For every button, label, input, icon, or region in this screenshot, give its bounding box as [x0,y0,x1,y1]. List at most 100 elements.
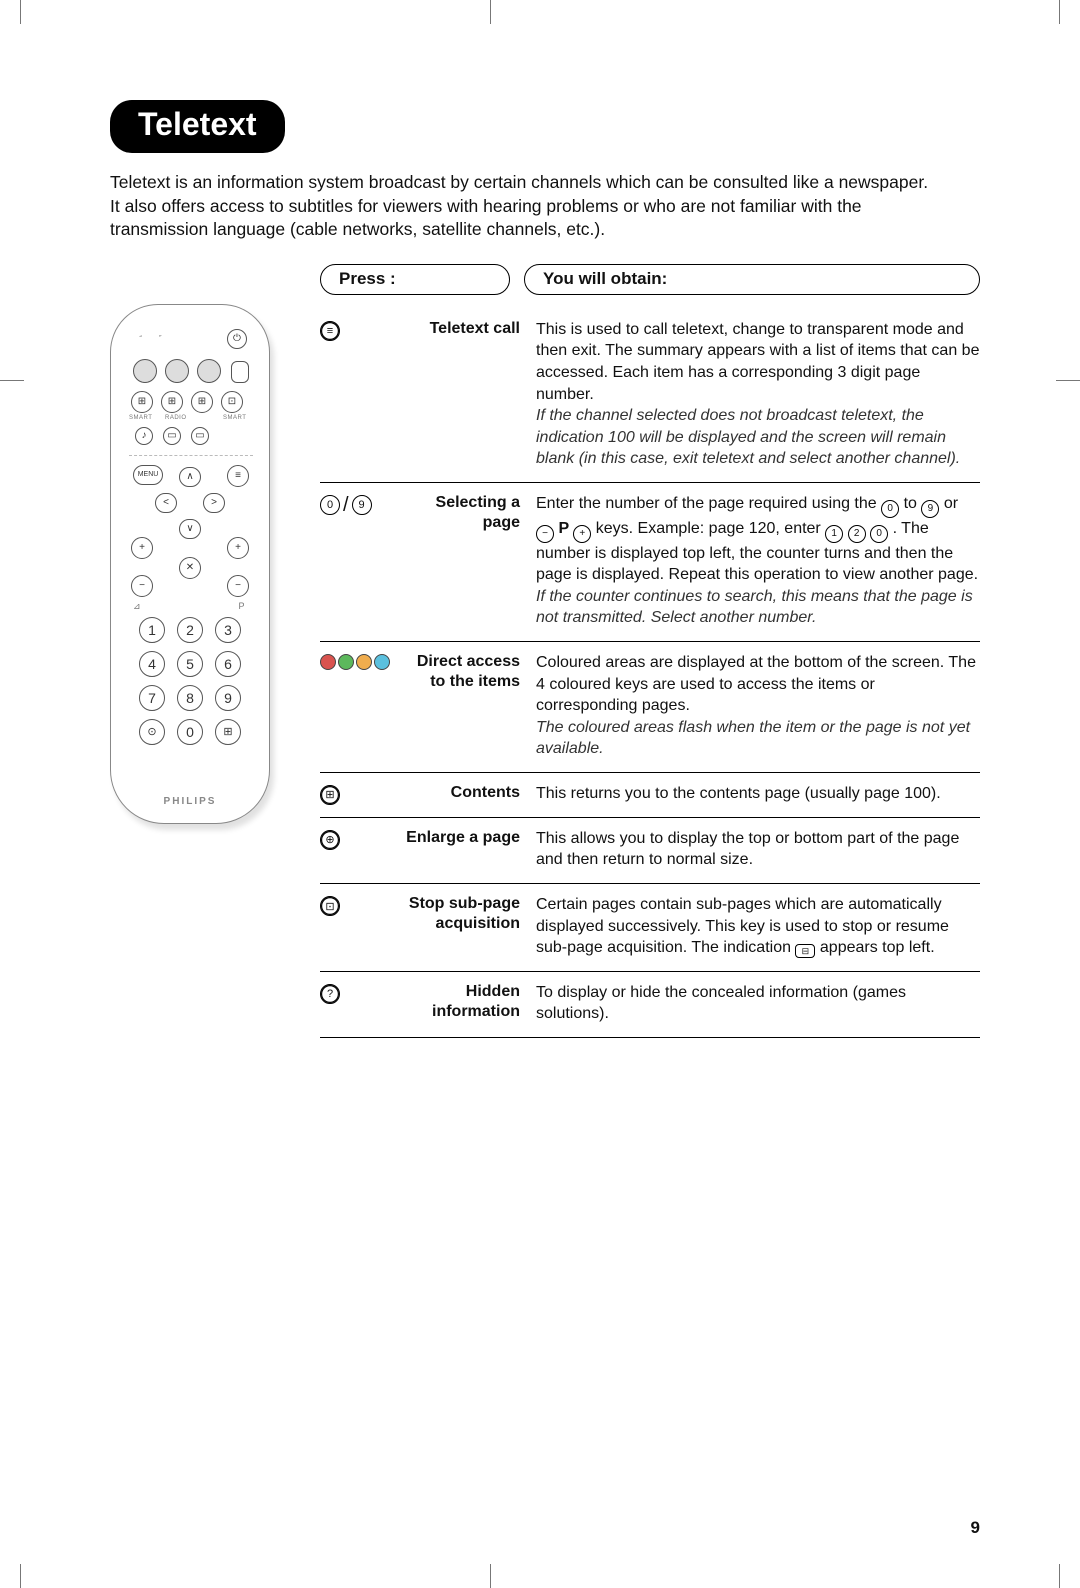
minus-icon: − [536,525,554,543]
row-description: This is used to call teletext, change to… [536,319,980,470]
desc-text: keys. Example: page 120, enter [596,520,825,537]
marker-label: ⟔ [159,333,162,340]
crop-mark [1059,1564,1060,1588]
smart-label: SMART [223,415,246,421]
desc-note: If the channel selected does not broadca… [536,407,960,467]
smart-picture-button: ⊞ [131,391,153,413]
desc-text: appears top left. [820,939,935,956]
column-headers: Press : You will obtain: [320,264,980,295]
power-button: ⏻ [227,329,247,349]
nav-right: > [203,493,225,513]
subpage-icon: ⊟ [795,944,815,958]
table-row: ⊕ Enlarge a page This allows you to disp… [320,818,980,884]
color-dot [374,654,390,670]
color-dot [356,654,372,670]
prog-down: − [227,575,249,597]
desc-text: This is used to call teletext, change to… [536,321,979,403]
row-label: Hidden information [398,982,528,1022]
desc-text: or [944,495,958,512]
desc-text: This allows you to display the top or bo… [536,830,959,869]
menu-button: MENU [133,465,163,485]
radio-label: RADIO [165,415,187,421]
desc-text: To display or hide the concealed informa… [536,984,906,1023]
smart-sound-button: ⊞ [161,391,183,413]
row-label: Direct access to the items [398,652,528,692]
grey-button [165,359,189,383]
row-icons: ⊕ [320,828,390,850]
table-row: 0 / 9 Selecting a page Enter the number … [320,483,980,642]
feature-button: ⊞ [191,391,213,413]
crop-mark [20,1564,21,1588]
numpad-6: 6 [215,651,241,677]
digit-icon: 9 [921,500,939,518]
nav-up: ∧ [179,467,201,487]
row-description: Enter the number of the page required us… [536,493,980,629]
table-row: Direct access to the items Coloured area… [320,642,980,773]
aux-button: ▭ [163,427,181,445]
row-description: This returns you to the contents page (u… [536,783,980,805]
table-row: ≡ Teletext call This is used to call tel… [320,309,980,483]
row-icons: ⊞ [320,783,390,805]
row-icons: ≡ [320,319,390,341]
numpad-4: 4 [139,651,165,677]
desc-text: to [904,495,922,512]
row-icons: ⊡ [320,894,390,916]
digit-icon: 0 [881,500,899,518]
row-icons [320,652,390,670]
digit-icon: 2 [848,525,866,543]
numpad-9: 9 [215,685,241,711]
row-label: Enlarge a page [398,828,528,848]
numpad-0: 0 [177,719,203,745]
desc-text: Coloured areas are displayed at the bott… [536,654,976,714]
nav-left: < [155,493,177,513]
numpad-3: 3 [215,617,241,643]
brand-label: PHILIPS [111,796,269,807]
crop-mark [1059,0,1060,24]
vol-down: − [131,575,153,597]
instruction-rows: ≡ Teletext call This is used to call tel… [320,309,980,1038]
desc-text: This returns you to the contents page (u… [536,785,941,802]
crop-mark [490,1564,491,1588]
numpad-2: 2 [177,617,203,643]
numpad-7: 7 [139,685,165,711]
stop-icon: ⊡ [320,896,340,916]
color-dot [320,654,336,670]
page-number: 9 [971,1518,980,1538]
row-icons: ? [320,982,390,1004]
numpad-5: 5 [177,651,203,677]
crop-mark [1056,380,1080,381]
manual-page: Teletext Teletext is an information syst… [0,0,1080,1588]
remote-illustration: ⟓ ⟔ ⏻ ⊞ ⊞ ⊞ ⊡ SMART RADIO SMART ♪ ▭ [110,264,290,824]
intro-paragraph: Teletext is an information system broadc… [110,171,930,242]
table-row: ⊞ Contents This returns you to the conte… [320,773,980,818]
row-description: To display or hide the concealed informa… [536,982,980,1025]
digit-icon: 0 [320,495,340,515]
row-label: Selecting a page [398,493,528,533]
teletext-icon: ≡ [320,321,340,341]
crop-mark [20,0,21,24]
teletext-button: ≡ [227,465,249,487]
crop-mark [490,0,491,24]
slot-button [231,361,249,383]
numpad-aux: ⊞ [215,719,241,745]
vol-up: + [131,537,153,559]
numpad-1: 1 [139,617,165,643]
table-row: ⊡ Stop sub-page acquisition Certain page… [320,884,980,972]
p-label: P [558,520,573,537]
crop-mark [0,380,24,381]
smart-label: SMART [129,415,152,421]
separator [129,455,253,456]
contents-icon: ⊞ [320,785,340,805]
row-description: Certain pages contain sub-pages which ar… [536,894,980,959]
nav-down: ∨ [179,519,201,539]
plus-icon: + [573,525,591,543]
hidden-icon: ? [320,984,340,1004]
slash: / [342,495,350,515]
desc-note: If the counter continues to search, this… [536,588,973,627]
content-row: ⟓ ⟔ ⏻ ⊞ ⊞ ⊞ ⊡ SMART RADIO SMART ♪ ▭ [110,264,980,1038]
row-label: Contents [398,783,528,803]
header-obtain: You will obtain: [524,264,980,295]
color-dot [338,654,354,670]
enlarge-icon: ⊕ [320,830,340,850]
numpad-aux: ⊙ [139,719,165,745]
